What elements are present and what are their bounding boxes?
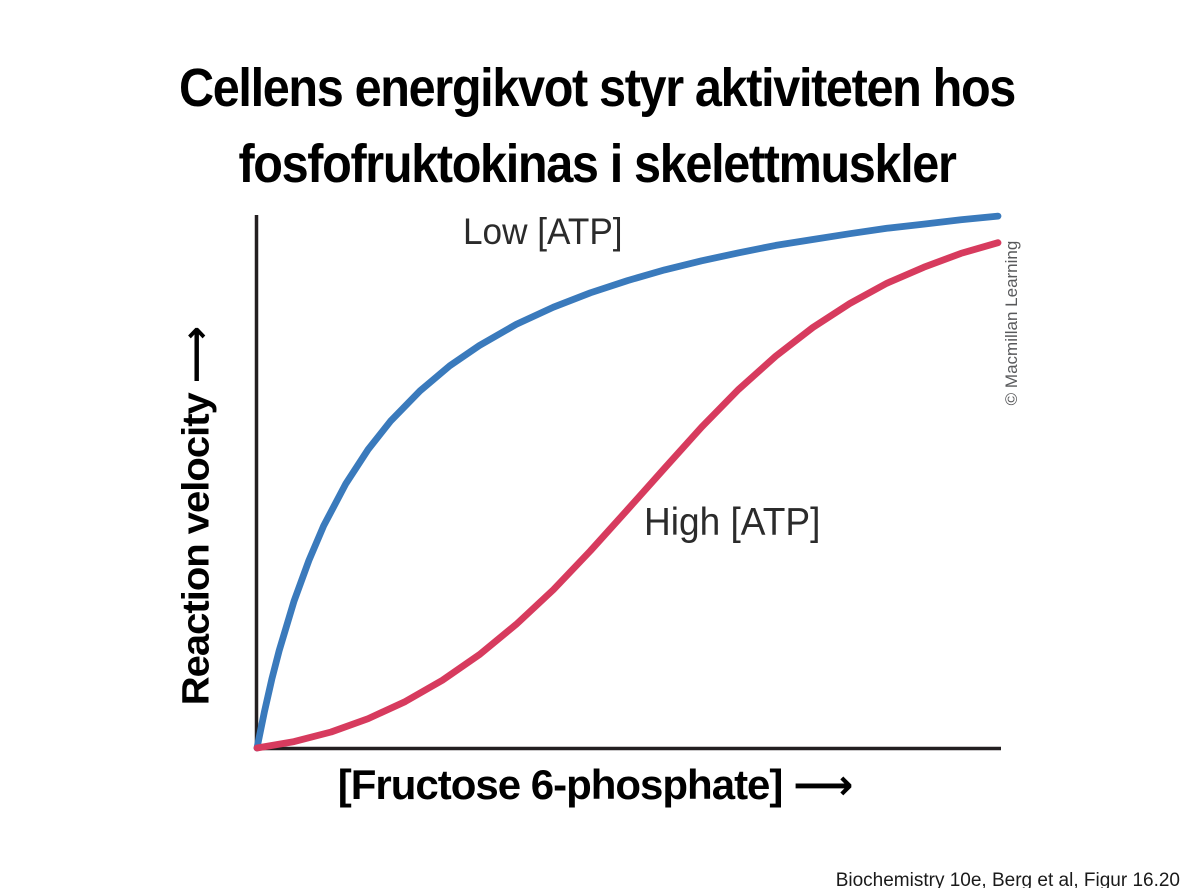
enzyme-kinetics-chart xyxy=(253,212,1002,752)
slide-title-line1: Cellens energikvot styr aktiviteten hos xyxy=(179,58,1016,119)
high-atp-curve-label: High [ATP] xyxy=(644,501,821,544)
macmillan-copyright: © Macmillan Learning xyxy=(1002,240,1021,406)
x-axis-label: [Fructose 6-phosphate] ⟶ xyxy=(337,761,854,808)
low-atp-curve-label: Low [ATP] xyxy=(463,211,623,252)
slide-title: Cellens energikvot styr aktiviteten hos … xyxy=(0,50,1194,202)
curve-high-atp xyxy=(253,239,1002,752)
slide-title-line2: fosfofruktokinas i skelettmuskler xyxy=(238,134,956,195)
y-axis-label: Reaction velocity ⟶ xyxy=(175,326,217,706)
curve-low-atp xyxy=(253,212,1002,752)
axes-line xyxy=(254,215,1001,751)
figure-attribution-clipped: Biochemistry 10e, Berg et al, Figur 16.2… xyxy=(835,870,1180,888)
curves-group xyxy=(253,212,1002,752)
